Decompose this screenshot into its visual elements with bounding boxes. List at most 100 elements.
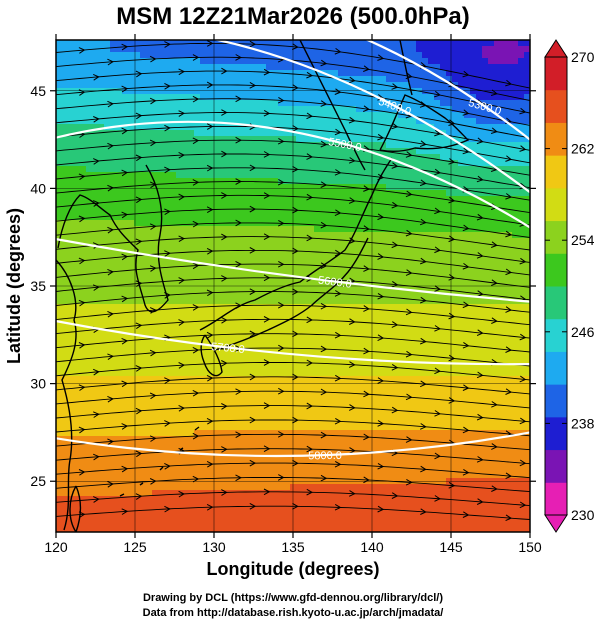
field-cell [386, 298, 393, 305]
field-cell [356, 454, 363, 461]
field-cell [236, 58, 243, 65]
field-cell [314, 388, 321, 395]
field-cell [176, 220, 183, 227]
field-cell [314, 424, 321, 431]
field-cell [308, 136, 315, 143]
field-cell [212, 160, 219, 167]
field-cell [230, 322, 237, 329]
field-cell [170, 148, 177, 155]
field-cell [218, 304, 225, 311]
field-cell [248, 118, 255, 125]
field-cell [224, 184, 231, 191]
field-cell [242, 256, 249, 263]
field-cell [254, 484, 261, 491]
field-cell [368, 274, 375, 281]
field-cell [260, 412, 267, 419]
field-cell [368, 58, 375, 65]
field-cell [194, 328, 201, 335]
field-cell [218, 208, 225, 215]
field-cell [404, 76, 411, 83]
field-cell [110, 496, 117, 503]
field-cell [104, 220, 111, 227]
field-cell [320, 142, 327, 149]
field-cell [140, 364, 147, 371]
field-cell [410, 388, 417, 395]
field-cell [302, 382, 309, 389]
field-cell [98, 250, 105, 257]
field-cell [176, 382, 183, 389]
field-cell [302, 322, 309, 329]
field-cell [410, 196, 417, 203]
field-cell [164, 130, 171, 137]
field-cell [74, 124, 81, 131]
field-cell [416, 274, 423, 281]
field-cell [200, 436, 207, 443]
field-cell [308, 496, 315, 503]
field-cell [218, 226, 225, 233]
field-cell [356, 58, 363, 65]
field-cell [110, 316, 117, 323]
field-cell [62, 106, 69, 113]
field-cell [212, 454, 219, 461]
field-cell [200, 328, 207, 335]
field-cell [260, 358, 267, 365]
field-cell [356, 304, 363, 311]
field-cell [146, 394, 153, 401]
field-cell [158, 136, 165, 143]
field-cell [368, 472, 375, 479]
field-cell [176, 406, 183, 413]
field-cell [320, 352, 327, 359]
field-cell [128, 298, 135, 305]
field-cell [176, 58, 183, 65]
field-cell [164, 328, 171, 335]
field-cell [152, 382, 159, 389]
field-cell [284, 262, 291, 269]
field-cell [128, 256, 135, 263]
field-cell [314, 430, 321, 437]
field-cell [56, 526, 63, 532]
field-cell [344, 424, 351, 431]
field-cell [320, 382, 327, 389]
field-cell [416, 490, 423, 497]
field-cell [200, 412, 207, 419]
field-cell [416, 64, 423, 71]
field-cell [206, 382, 213, 389]
field-cell [212, 238, 219, 245]
field-cell [110, 178, 117, 185]
field-cell [194, 160, 201, 167]
field-cell [62, 154, 69, 161]
field-cell [374, 436, 381, 443]
field-cell [218, 292, 225, 299]
field-cell [158, 118, 165, 125]
field-cell [350, 142, 357, 149]
field-cell [56, 124, 63, 131]
field-cell [194, 334, 201, 341]
field-cell [128, 160, 135, 167]
field-cell [182, 58, 189, 65]
field-cell [374, 310, 381, 317]
field-cell [146, 508, 153, 515]
field-cell [362, 508, 369, 515]
field-cell [176, 412, 183, 419]
field-cell [374, 250, 381, 257]
field-cell [200, 154, 207, 161]
field-cell [332, 388, 339, 395]
field-cell [284, 412, 291, 419]
field-cell [74, 178, 81, 185]
field-cell [416, 370, 423, 377]
field-cell [134, 514, 141, 521]
field-cell [314, 178, 321, 185]
field-cell [74, 472, 81, 479]
field-cell [134, 166, 141, 173]
field-cell [356, 244, 363, 251]
field-cell [218, 274, 225, 281]
field-cell [218, 520, 225, 527]
field-cell [344, 394, 351, 401]
field-cell [122, 406, 129, 413]
field-cell [230, 508, 237, 515]
field-cell [74, 412, 81, 419]
field-cell [260, 526, 267, 532]
field-cell [146, 352, 153, 359]
field-cell [158, 160, 165, 167]
field-cell [416, 394, 423, 401]
